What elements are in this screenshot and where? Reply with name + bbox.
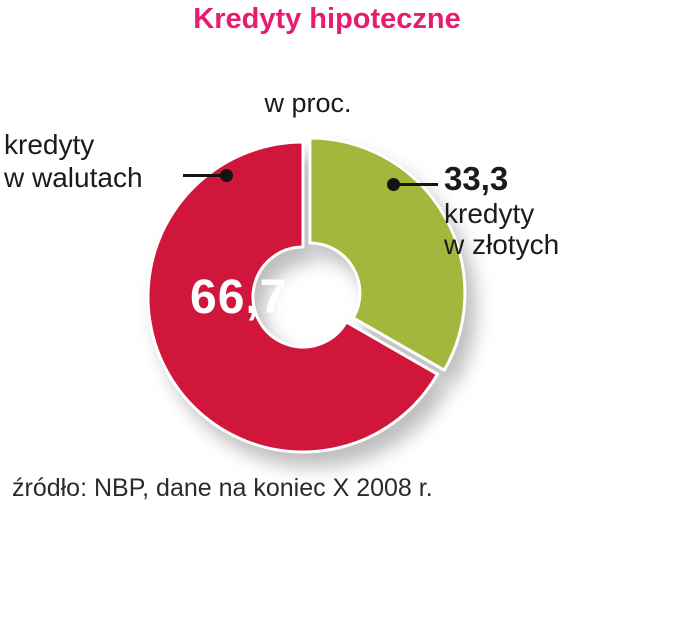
left-callout-dot: [220, 169, 233, 182]
right-callout-line1: kredyty: [444, 198, 535, 229]
chart-subtitle: w proc.: [264, 88, 352, 118]
right-callout-line2: w złotych: [444, 229, 560, 260]
donut-pie: [146, 136, 467, 454]
right-callout-label: 33,3 kredyty w złotych: [444, 160, 559, 260]
pie-slice-kredyty-w-złotych: [308, 136, 467, 372]
left-callout-line: [183, 174, 225, 177]
chart-title: Kredyty hipoteczne: [193, 3, 461, 35]
pie-slice-kredyty-w-walutach: [146, 140, 439, 454]
right-callout-dot: [387, 178, 400, 191]
red-slice-value: 66,7: [190, 271, 288, 324]
right-callout-line: [398, 183, 438, 186]
green-slice-value: 33,3: [444, 160, 509, 197]
left-callout-label: kredyty w walutach: [4, 128, 143, 194]
left-callout-line2: w walutach: [4, 162, 143, 193]
source-note: źródło: NBP, dane na koniec X 2008 r.: [12, 474, 433, 502]
left-callout-line1: kredyty: [4, 129, 95, 160]
